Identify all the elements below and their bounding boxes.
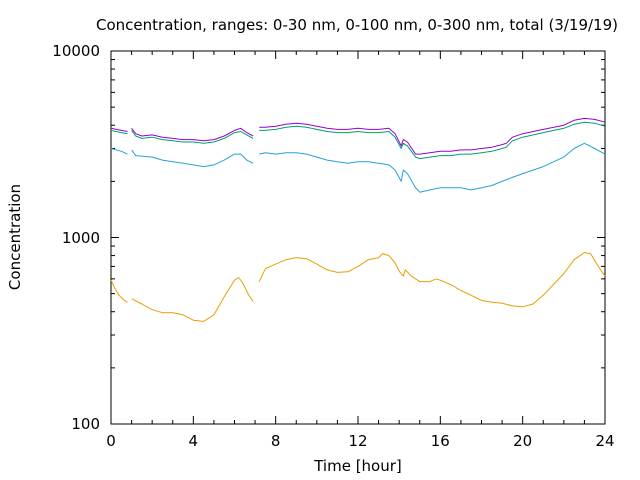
- y-minor-ticks: [111, 50, 605, 425]
- y-tick-label: 100: [71, 415, 100, 433]
- x-tick-label: 24: [595, 432, 614, 450]
- y-tick-labels: 100 1000 10000: [52, 42, 100, 433]
- x-tick-label: 12: [348, 432, 367, 450]
- y-tick-label: 10000: [52, 42, 100, 60]
- series-line-1-segment-2: [259, 142, 606, 193]
- x-tick-label: 16: [431, 432, 450, 450]
- series-line-1-segment-0: [110, 148, 128, 155]
- series-line-2-segment-1: [131, 130, 254, 144]
- series-line-2-segment-0: [110, 129, 128, 135]
- series-line-3-segment-1: [131, 127, 254, 142]
- x-axis-label: Time [hour]: [313, 457, 402, 475]
- series-line-1-segment-1: [131, 149, 254, 168]
- x-tick-label: 20: [513, 432, 532, 450]
- series-line-3-segment-0: [110, 127, 128, 132]
- series-line-2-segment-2: [259, 121, 606, 160]
- x-tick-label: 0: [106, 432, 116, 450]
- x-tick-labels: 0 4 8 12 16 20 24: [106, 432, 614, 450]
- plot-frame: [110, 50, 606, 425]
- x-tick-label: 4: [189, 432, 199, 450]
- series-layer: [110, 117, 606, 322]
- series-line-3-segment-2: [259, 117, 606, 155]
- y-tick-label: 1000: [62, 229, 100, 247]
- y-axis-label: Concentration: [6, 184, 24, 290]
- series-line-0-segment-1: [131, 277, 254, 322]
- series-line-0-segment-0: [110, 279, 128, 303]
- x-tick-label: 8: [271, 432, 281, 450]
- chart-title: Concentration, ranges: 0-30 nm, 0-100 nm…: [96, 16, 618, 34]
- series-line-0-segment-2: [258, 252, 606, 308]
